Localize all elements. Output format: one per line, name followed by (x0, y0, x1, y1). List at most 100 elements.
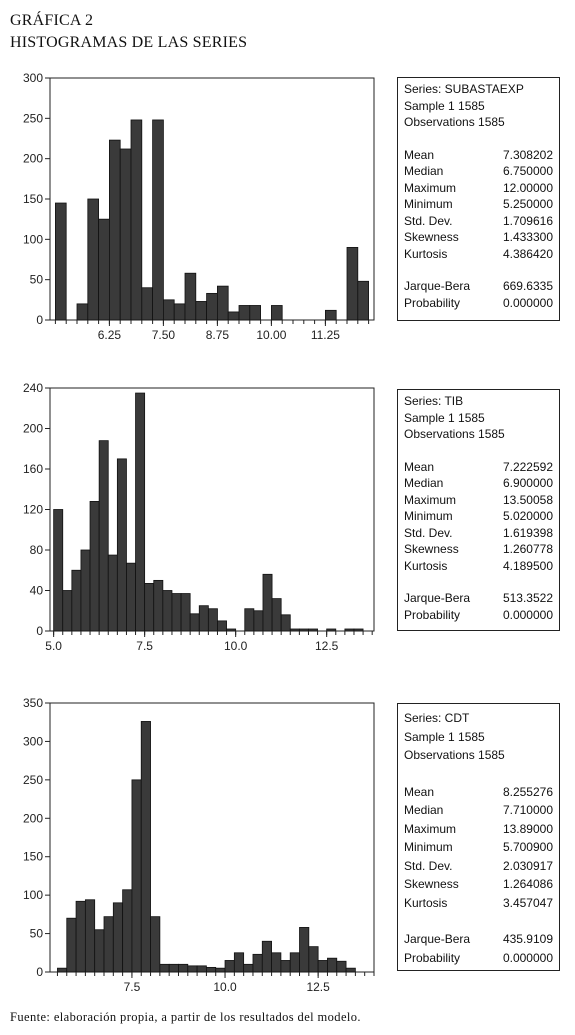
stats-row: Maximum 13.50058 (404, 492, 553, 509)
histogram-bar (198, 605, 209, 632)
stats-observations-label: Observations 1585 (404, 748, 505, 762)
histogram-bar (84, 899, 96, 973)
x-tick-label: 12.5 (315, 639, 339, 653)
stats-row: Maximum 13.89000 (404, 820, 553, 839)
stats-row: Median 6.900000 (404, 475, 553, 492)
histogram-bar (107, 554, 118, 632)
histogram-bar (253, 610, 264, 632)
histogram-bar (215, 967, 226, 973)
stats-sample-label: Sample 1 1585 (404, 410, 485, 425)
stats-test-rows: Jarque-Bera 513.3522 Probability 0.000000 (404, 590, 553, 623)
histogram-bar (130, 119, 143, 321)
histogram-bar (62, 590, 73, 632)
stats-rows: Mean 8.255276 Median 7.710000 Maximum 13.8900… (404, 783, 553, 913)
histogram-bar (173, 303, 186, 321)
stats-row-value: 5.700900 (502, 840, 553, 854)
histogram-bar (57, 967, 68, 973)
y-tick-label: 0 (36, 313, 43, 327)
figure-label: GRÁFICA 2 (10, 12, 94, 29)
histogram-bar (89, 500, 100, 632)
stats-row-label: Jarque-Bera (404, 279, 471, 293)
stats-row: Kurtosis 4.189500 (404, 558, 553, 575)
y-tick-label: 50 (30, 927, 44, 941)
stats-row-value: 8.255276 (502, 784, 553, 799)
stats-row-value: 6.900000 (502, 476, 553, 490)
histogram-bar (280, 960, 291, 973)
histogram-bar (159, 963, 170, 973)
y-tick-label: 300 (23, 734, 43, 748)
stats-row-label: Mean (404, 147, 435, 162)
stats-rows: Mean 7.222592 Median 6.900000 Maximum 13.5005… (404, 459, 553, 575)
stats-row-label: Median (404, 164, 444, 178)
stats-row-value: 7.308202 (502, 147, 553, 162)
stats-row-label: Probability (404, 950, 461, 965)
histogram-bar (357, 280, 369, 321)
stats-row-label: Maximum (404, 180, 457, 195)
histogram-bar (162, 299, 175, 321)
histogram-bar (119, 148, 132, 321)
histogram-bar (289, 952, 300, 973)
stats-series-label: Series: TIB (404, 394, 464, 408)
stats-row-value: 5.020000 (502, 509, 553, 523)
stats-row-label: Skewness (404, 542, 459, 556)
histogram-bar (289, 628, 300, 632)
stats-test-rows: Jarque-Bera 435.9109 Probability 0.000000 (404, 930, 553, 967)
histogram-bar (326, 628, 337, 632)
x-tick-label: 10.00 (256, 328, 286, 342)
stats-row-label: Maximum (404, 821, 457, 836)
x-tick-label: 10.0 (224, 639, 248, 653)
histogram-bar (308, 628, 318, 632)
stats-row-label: Skewness (404, 230, 459, 244)
histogram-bar (75, 900, 86, 973)
stats-row-label: Minimum (404, 197, 453, 211)
x-tick-label: 6.25 (98, 328, 122, 342)
histogram-bar (206, 292, 218, 321)
histogram-bar (298, 628, 309, 632)
histogram-bar (249, 305, 262, 321)
y-tick-label: 100 (23, 888, 43, 902)
stats-sample-label: Sample 1 1585 (404, 98, 485, 113)
histogram-bar (227, 311, 240, 321)
histogram-bar (141, 287, 154, 321)
histogram-bar (244, 608, 255, 632)
stats-row-value: 4.386420 (502, 246, 553, 261)
histogram-bar (187, 965, 198, 973)
stats-row: Probability 0.000000 (404, 949, 553, 968)
histogram-bar (238, 305, 251, 321)
stats-row-label: Median (404, 476, 444, 490)
stats-row-label: Std. Dev. (404, 858, 453, 873)
stats-row-value: 5.250000 (502, 197, 553, 211)
stats-row-label: Jarque-Bera (404, 591, 471, 605)
stats-row-label: Maximum (404, 492, 457, 507)
stats-row-label: Jarque-Bera (404, 932, 471, 946)
y-tick-label: 80 (30, 543, 44, 557)
stats-row: Mean 8.255276 (404, 783, 553, 802)
stats-row-label: Std. Dev. (404, 213, 453, 228)
histogram-bar (135, 392, 146, 632)
stats-row: Maximum 12.00000 (404, 180, 553, 197)
stats-box-subastaexp: Series: SUBASTAEXP Sample 1 1585 Observa… (397, 77, 560, 321)
histogram-bar (153, 579, 164, 632)
histogram-bar (261, 940, 272, 973)
y-tick-label: 250 (23, 111, 43, 125)
y-tick-label: 0 (36, 624, 43, 638)
histogram-bar (308, 946, 319, 973)
stats-row-label: Median (404, 803, 444, 817)
stats-row-value: 2.030917 (502, 858, 553, 873)
histogram-bar (217, 620, 227, 632)
histogram-bar (66, 917, 77, 973)
histogram-bar (233, 952, 245, 973)
stats-row: Skewness 1.260778 (404, 541, 553, 558)
histogram-bar (109, 139, 121, 321)
histogram-bar (98, 218, 110, 321)
stats-row: Skewness 1.433300 (404, 229, 553, 246)
histogram-bar (94, 929, 105, 973)
stats-series-label: Series: CDT (404, 711, 470, 725)
stats-row-value: 513.3522 (502, 591, 553, 605)
y-tick-label: 250 (23, 773, 43, 787)
histogram-bar (317, 960, 328, 973)
x-tick-label: 7.50 (152, 328, 176, 342)
histogram-bar (271, 952, 282, 973)
y-tick-label: 50 (30, 273, 44, 287)
figure-title: HISTOGRAMAS DE LAS SERIES (10, 34, 248, 51)
